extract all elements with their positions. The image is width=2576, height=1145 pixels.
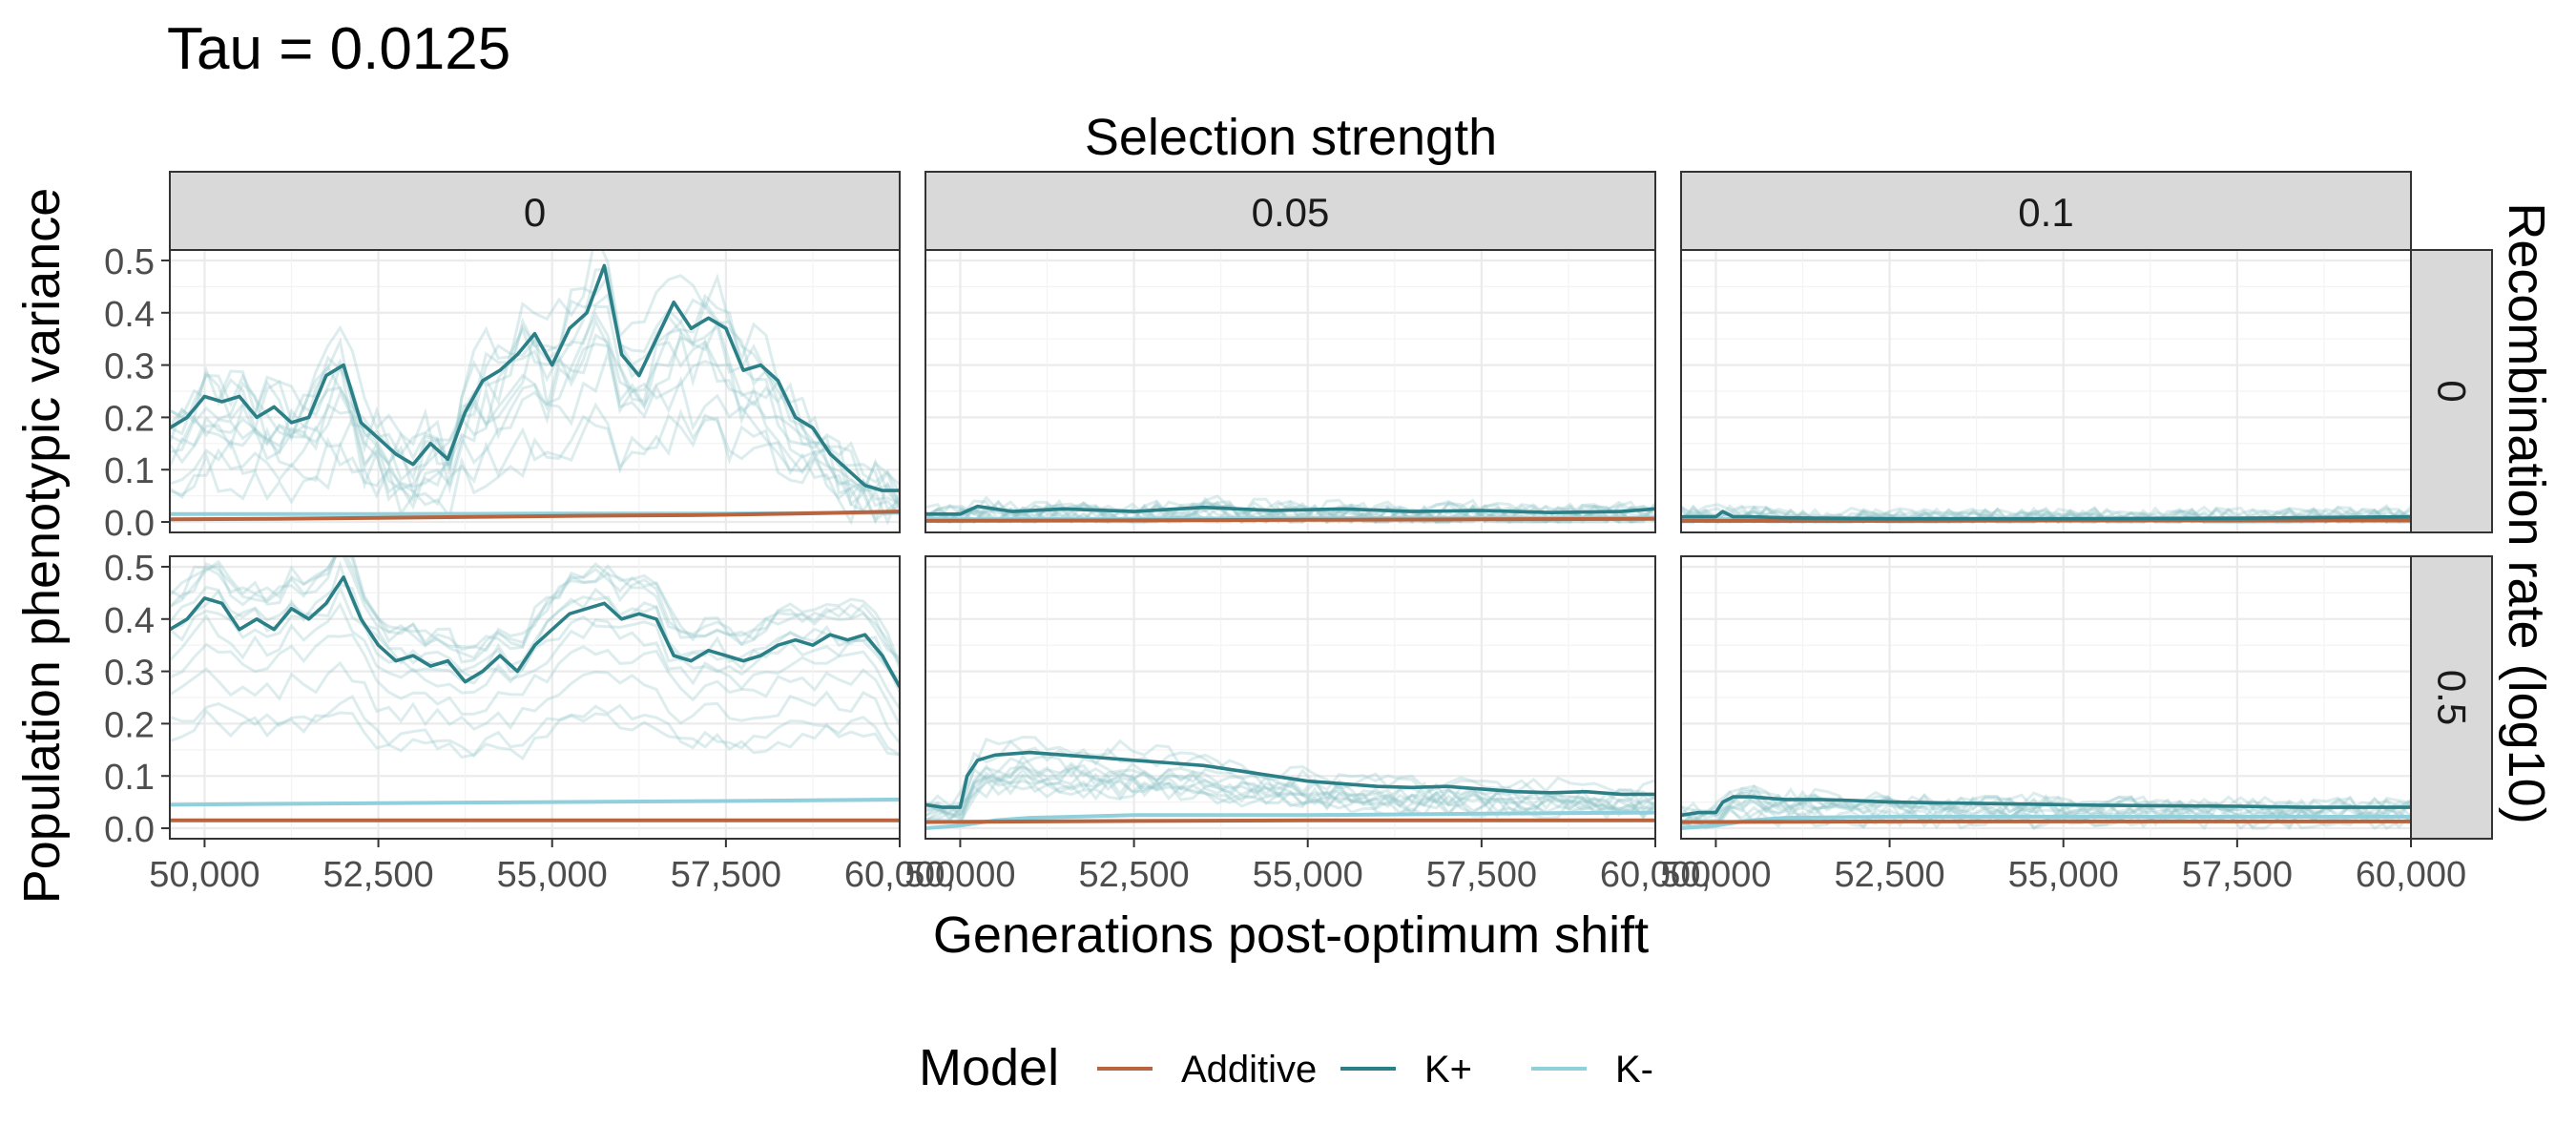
y-tick-label: 0.3 bbox=[104, 347, 155, 387]
x-tick-label: 60,000 bbox=[1600, 855, 1711, 895]
panel-lines bbox=[1681, 503, 2411, 525]
series-line-additive bbox=[925, 818, 1655, 824]
legend-label: K+ bbox=[1424, 1049, 1472, 1091]
row-strip bbox=[2410, 555, 2493, 840]
legend-entries: Additive K+ K- bbox=[1097, 1049, 1653, 1091]
x-tick-label: 52,500 bbox=[1834, 855, 1944, 895]
y-tick-label: 0.2 bbox=[104, 399, 155, 439]
replicate-traces bbox=[925, 735, 1655, 825]
panel-lines bbox=[925, 735, 1655, 830]
legend-title: Model bbox=[919, 1039, 1059, 1096]
series-line-kplus bbox=[170, 263, 900, 492]
column-strip bbox=[924, 171, 1656, 251]
series-line-kminus bbox=[170, 797, 900, 807]
facet-panel bbox=[924, 249, 1656, 533]
y-tick-label: 0.0 bbox=[104, 810, 155, 850]
axes: 0.0 0.1 0.2 0.3 0.4 0.5 0.0 0.1 0.2 0.3 0.4 0.5 50,0… bbox=[104, 242, 2466, 895]
panel-lines bbox=[170, 250, 900, 526]
replicate-traces bbox=[170, 250, 900, 526]
series-line-kplus bbox=[1681, 510, 2411, 521]
panel-lines bbox=[925, 494, 1655, 525]
panel-lines bbox=[170, 556, 900, 822]
facet-panels bbox=[169, 249, 2412, 840]
column-strip-label: 0 bbox=[524, 190, 546, 235]
x-tick-label: 60,000 bbox=[2356, 855, 2466, 895]
x-tick-label: 55,000 bbox=[497, 855, 608, 895]
row-strip bbox=[2410, 249, 2493, 533]
x-tick-label: 50,000 bbox=[149, 855, 260, 895]
series-line-kminus bbox=[925, 810, 1655, 830]
facet-strips: 0 0.05 0.1 0 0.5 bbox=[169, 171, 2493, 840]
row-strip-label: 0 bbox=[2430, 380, 2475, 402]
y-tick-label: 0.4 bbox=[104, 295, 155, 335]
y-tick-label: 0.1 bbox=[104, 758, 155, 798]
y-tick-label: 0.3 bbox=[104, 654, 155, 694]
x-tick-label: 57,500 bbox=[2182, 855, 2293, 895]
x-axis-title: Generations post-optimum shift bbox=[933, 906, 1649, 964]
panel-grid bbox=[1681, 556, 2411, 839]
y-axis-title: Population phenotypic variance bbox=[13, 188, 71, 905]
x-tick-label: 55,000 bbox=[2008, 855, 2119, 895]
x-tick-label: 55,000 bbox=[1253, 855, 1363, 895]
series-line-kplus bbox=[925, 504, 1655, 516]
replicate-traces bbox=[170, 556, 900, 761]
panel-lines bbox=[1681, 783, 2411, 831]
legend: Model Additive K+ K- bbox=[919, 1039, 1653, 1096]
row-facet-title: Recombination rate (log10) bbox=[2498, 202, 2555, 823]
y-tick-label: 0.1 bbox=[104, 451, 155, 491]
x-tick-label: 52,500 bbox=[322, 855, 433, 895]
y-tick-label: 0.4 bbox=[104, 601, 155, 641]
x-tick-label: 50,000 bbox=[1660, 855, 1771, 895]
panel-grid bbox=[1681, 250, 2411, 532]
x-tick-label: 57,500 bbox=[671, 855, 781, 895]
series-line-additive bbox=[925, 516, 1655, 523]
x-tick-label: 57,500 bbox=[1426, 855, 1537, 895]
panel-border bbox=[924, 555, 1656, 840]
facet-panel bbox=[924, 555, 1656, 840]
facet-panel bbox=[169, 555, 901, 840]
panel-grid bbox=[925, 250, 1655, 532]
series-line-additive bbox=[170, 510, 900, 522]
facet-panel bbox=[1680, 249, 2412, 533]
facet-panel bbox=[1680, 555, 2412, 840]
y-tick-label: 0.5 bbox=[104, 549, 155, 589]
panel-grid bbox=[925, 556, 1655, 839]
facet-panel bbox=[169, 249, 901, 533]
series-line-kminus bbox=[1681, 815, 2411, 830]
y-tick-label: 0.0 bbox=[104, 504, 155, 544]
column-strip bbox=[1680, 171, 2412, 251]
column-strip-label: 0.05 bbox=[1252, 190, 1330, 235]
series-line-kplus bbox=[1681, 795, 2411, 818]
x-tick-label: 60,000 bbox=[844, 855, 955, 895]
x-tick-label: 52,500 bbox=[1078, 855, 1189, 895]
row-strip-label: 0.5 bbox=[2430, 670, 2475, 725]
legend-label: K- bbox=[1615, 1049, 1653, 1091]
chart-title: Tau = 0.0125 bbox=[167, 16, 510, 82]
legend-label: Additive bbox=[1181, 1049, 1317, 1091]
x-tick-label: 50,000 bbox=[904, 855, 1015, 895]
column-strip-label: 0.1 bbox=[2018, 190, 2073, 235]
column-strip bbox=[169, 171, 901, 251]
panel-border bbox=[169, 555, 901, 840]
column-facet-title: Selection strength bbox=[1085, 109, 1497, 166]
series-line-kplus bbox=[925, 750, 1655, 809]
series-line-kplus bbox=[170, 575, 900, 688]
y-tick-label: 0.5 bbox=[104, 242, 155, 282]
panel-grid bbox=[170, 250, 900, 532]
y-tick-label: 0.2 bbox=[104, 705, 155, 745]
